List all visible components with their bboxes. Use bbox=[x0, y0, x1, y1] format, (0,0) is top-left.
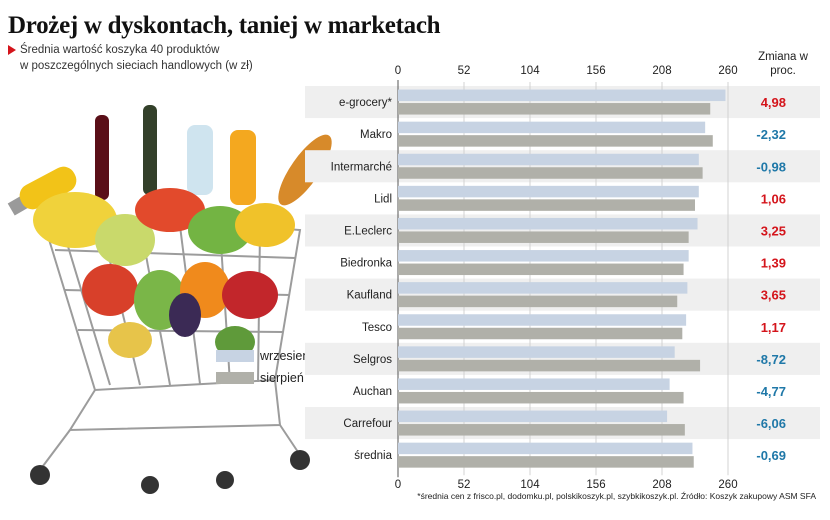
change-values: 4,98 -2,32 -0,98 1,06 3,25 1,39 3,65 1,17 -8,72 -… bbox=[756, 95, 786, 463]
bar-current bbox=[398, 378, 670, 390]
bar-current bbox=[398, 121, 706, 134]
change-value: 1,17 bbox=[761, 320, 786, 335]
bar-current bbox=[398, 185, 699, 198]
change-value: -6,06 bbox=[756, 416, 786, 431]
bar-previous bbox=[398, 424, 685, 436]
change-value: 1,39 bbox=[761, 256, 786, 271]
bar-current bbox=[398, 153, 699, 166]
cart-handle bbox=[7, 166, 77, 216]
bar-current bbox=[398, 410, 668, 423]
category-label: Selgros bbox=[353, 354, 392, 366]
category-label: Lidl bbox=[374, 193, 392, 205]
category-label: E.Leclerc bbox=[344, 225, 392, 237]
legend-label-current: wrzesień bbox=[260, 349, 310, 363]
bar-previous bbox=[398, 263, 684, 276]
legend-swatch-current bbox=[216, 350, 254, 362]
tick-label-bottom: 156 bbox=[586, 479, 605, 491]
change-value: -0,98 bbox=[756, 159, 786, 174]
category-label: Makro bbox=[360, 129, 392, 141]
category-label: Carrefour bbox=[343, 418, 392, 430]
tick-label-bottom: 260 bbox=[718, 479, 737, 491]
category-label: e-grocery* bbox=[339, 97, 393, 109]
tick-label-top: 156 bbox=[586, 65, 605, 77]
bar-current bbox=[398, 217, 698, 230]
bar-previous bbox=[398, 199, 695, 211]
bar-previous bbox=[398, 167, 703, 179]
category-label: Auchan bbox=[353, 386, 392, 398]
bar-current bbox=[398, 442, 693, 455]
category-label: średnia bbox=[354, 450, 392, 462]
tick-label-bottom: 0 bbox=[395, 479, 401, 491]
bars bbox=[398, 89, 726, 468]
bar-previous bbox=[398, 359, 701, 372]
tick-label-top: 208 bbox=[652, 65, 671, 77]
tick-label-top: 104 bbox=[520, 65, 540, 77]
category-label: Tesco bbox=[362, 322, 392, 334]
change-value: -0,69 bbox=[756, 448, 786, 463]
tick-label-bottom: 208 bbox=[652, 479, 671, 491]
category-label: Kaufland bbox=[347, 290, 392, 302]
bar-current bbox=[398, 250, 689, 262]
bar-current bbox=[398, 314, 687, 326]
bar-previous bbox=[398, 103, 711, 115]
legend-label-previous: sierpień bbox=[260, 371, 304, 385]
change-value: 1,06 bbox=[761, 191, 786, 206]
subtitle-line-1: Średnia wartość koszyka 40 produktów bbox=[20, 44, 220, 56]
tick-label-top: 260 bbox=[718, 65, 737, 77]
bar-previous bbox=[398, 295, 678, 308]
bar-current bbox=[398, 282, 688, 294]
change-value: 3,25 bbox=[761, 223, 786, 238]
axis-ticks: 0 0 52 52 104 104 156 156 208 208 260 260 bbox=[395, 65, 738, 491]
cart-wheels bbox=[30, 450, 310, 494]
subtitle-marker-icon bbox=[8, 45, 16, 55]
change-value: -2,32 bbox=[756, 127, 786, 142]
category-label: Intermarché bbox=[331, 161, 392, 173]
tick-label-top: 0 bbox=[395, 65, 401, 77]
bar-current bbox=[398, 346, 675, 358]
groceries bbox=[33, 105, 332, 358]
category-label: Biedronka bbox=[340, 258, 392, 270]
tick-label-top: 52 bbox=[458, 65, 471, 77]
bar-current bbox=[398, 89, 726, 102]
tick-label-bottom: 52 bbox=[458, 479, 471, 491]
change-column-header: Zmiana w proc. bbox=[758, 51, 808, 77]
change-value: -8,72 bbox=[756, 352, 786, 367]
subtitle-line-2: w poszczególnych sieciach handlowych (w … bbox=[20, 60, 253, 72]
bar-previous bbox=[398, 327, 683, 340]
source-note: *średnia cen z frisco.pl, dodomku.pl, po… bbox=[417, 491, 816, 501]
bar-previous bbox=[398, 391, 684, 404]
tick-label-bottom: 104 bbox=[520, 479, 540, 491]
change-value: -4,77 bbox=[756, 384, 786, 399]
bar-previous bbox=[398, 231, 689, 243]
bar-previous bbox=[398, 135, 713, 147]
category-labels: e-grocery* Makro Intermarché Lidl E.Leclerc B… bbox=[331, 97, 393, 462]
bar-previous bbox=[398, 456, 694, 468]
change-value: 4,98 bbox=[761, 95, 786, 110]
chart-title: Drożej w dyskontach, taniej w marketach bbox=[8, 12, 441, 39]
shopping-cart-illustration bbox=[7, 105, 332, 494]
legend-swatch-previous bbox=[216, 372, 254, 384]
change-value: 3,65 bbox=[761, 288, 786, 303]
